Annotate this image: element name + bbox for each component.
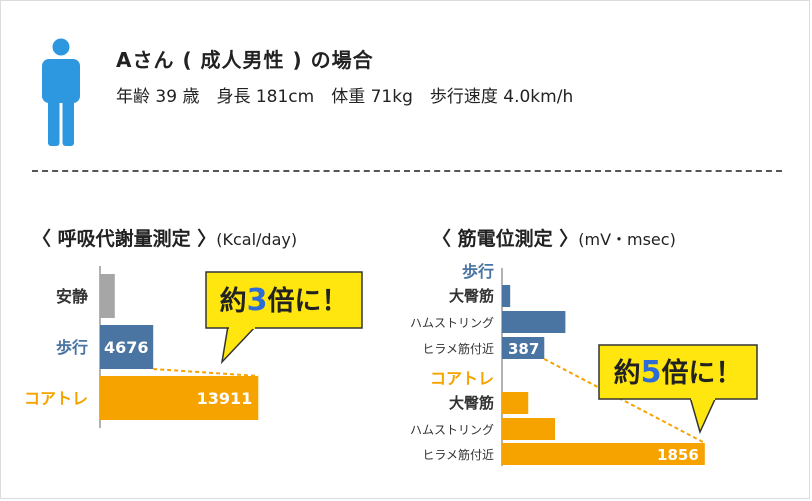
- metabolism-callout-join: [229, 325, 255, 329]
- emg-callout: 約5倍に！: [598, 344, 758, 435]
- emg-title-text: 〈 筋電位測定 〉: [432, 228, 579, 250]
- metabolism-bar-0: [100, 274, 115, 318]
- emg-bar-1-2: [502, 443, 705, 465]
- emg-bar-0-2: [502, 337, 545, 359]
- emg-value-label-0-2: 387: [508, 340, 539, 358]
- metabolism-value-label-1: 4676: [104, 338, 149, 357]
- subject-profile: 年齢 39 歳 身長 181cm 体重 71kg 歩行速度 4.0km/h: [116, 87, 574, 107]
- metabolism-callout-box: [205, 271, 363, 329]
- metabolism-connector: [153, 368, 259, 377]
- emg-callout-pre: 約: [614, 357, 641, 389]
- emg-callout-tail: [689, 396, 718, 435]
- emg-series-name-0: 歩行: [462, 262, 494, 281]
- metabolism-title: 〈 呼吸代謝量測定 〉(Kcal/day): [32, 224, 297, 251]
- emg-category-0-1: ハムストリング: [410, 316, 494, 330]
- emg-callout-post: 倍に！: [661, 357, 742, 389]
- emg-category-1-0: 大臀筋: [449, 394, 494, 412]
- metabolism-callout: 約3倍に！: [205, 271, 363, 365]
- emg-category-1-2: ヒラメ筋付近: [422, 447, 494, 462]
- metabolism-bar-1: [100, 325, 154, 369]
- metabolism-value-label-2: 13911: [197, 389, 253, 408]
- metabolism-category-2: コアトレ: [24, 389, 88, 408]
- metabolism-callout-number: 3: [247, 283, 268, 318]
- emg-callout-text: 約5倍に！: [614, 355, 743, 390]
- person-icon: [42, 38, 80, 146]
- emg-unit: (mV・msec): [578, 230, 676, 249]
- emg-bar-1-0: [502, 392, 529, 414]
- metabolism-callout-post: 倍に！: [267, 285, 348, 317]
- metabolism-callout-text: 約3倍に！: [220, 283, 349, 318]
- metabolism-title-text: 〈 呼吸代謝量測定 〉: [32, 228, 217, 250]
- emg-callout-join: [691, 396, 715, 400]
- emg-bar-0-0: [502, 285, 511, 307]
- metabolism-category-0: 安静: [56, 287, 88, 306]
- emg-category-0-2: ヒラメ筋付近: [422, 341, 494, 356]
- metabolism-category-1: 歩行: [56, 338, 88, 357]
- emg-connector: [543, 358, 706, 444]
- emg-title: 〈 筋電位測定 〉(mV・msec): [432, 224, 676, 251]
- emg-category-1-1: ハムストリング: [410, 423, 494, 437]
- emg-category-0-0: 大臀筋: [449, 287, 494, 305]
- metabolism-unit: (Kcal/day): [216, 230, 298, 249]
- case-title: Aさん ( 成人男性 ) の場合: [116, 48, 374, 72]
- emg-bar-1-1: [502, 418, 555, 440]
- emg-series-name-1: コアトレ: [430, 369, 494, 388]
- section-divider: [32, 170, 782, 172]
- emg-bar-0-1: [502, 311, 566, 333]
- emg-callout-number: 5: [641, 355, 662, 390]
- emg-value-label-1-2: 1856: [657, 446, 699, 464]
- metabolism-callout-pre: 約: [220, 285, 247, 317]
- metabolism-bar-2: [100, 376, 259, 420]
- emg-callout-box: [598, 344, 758, 400]
